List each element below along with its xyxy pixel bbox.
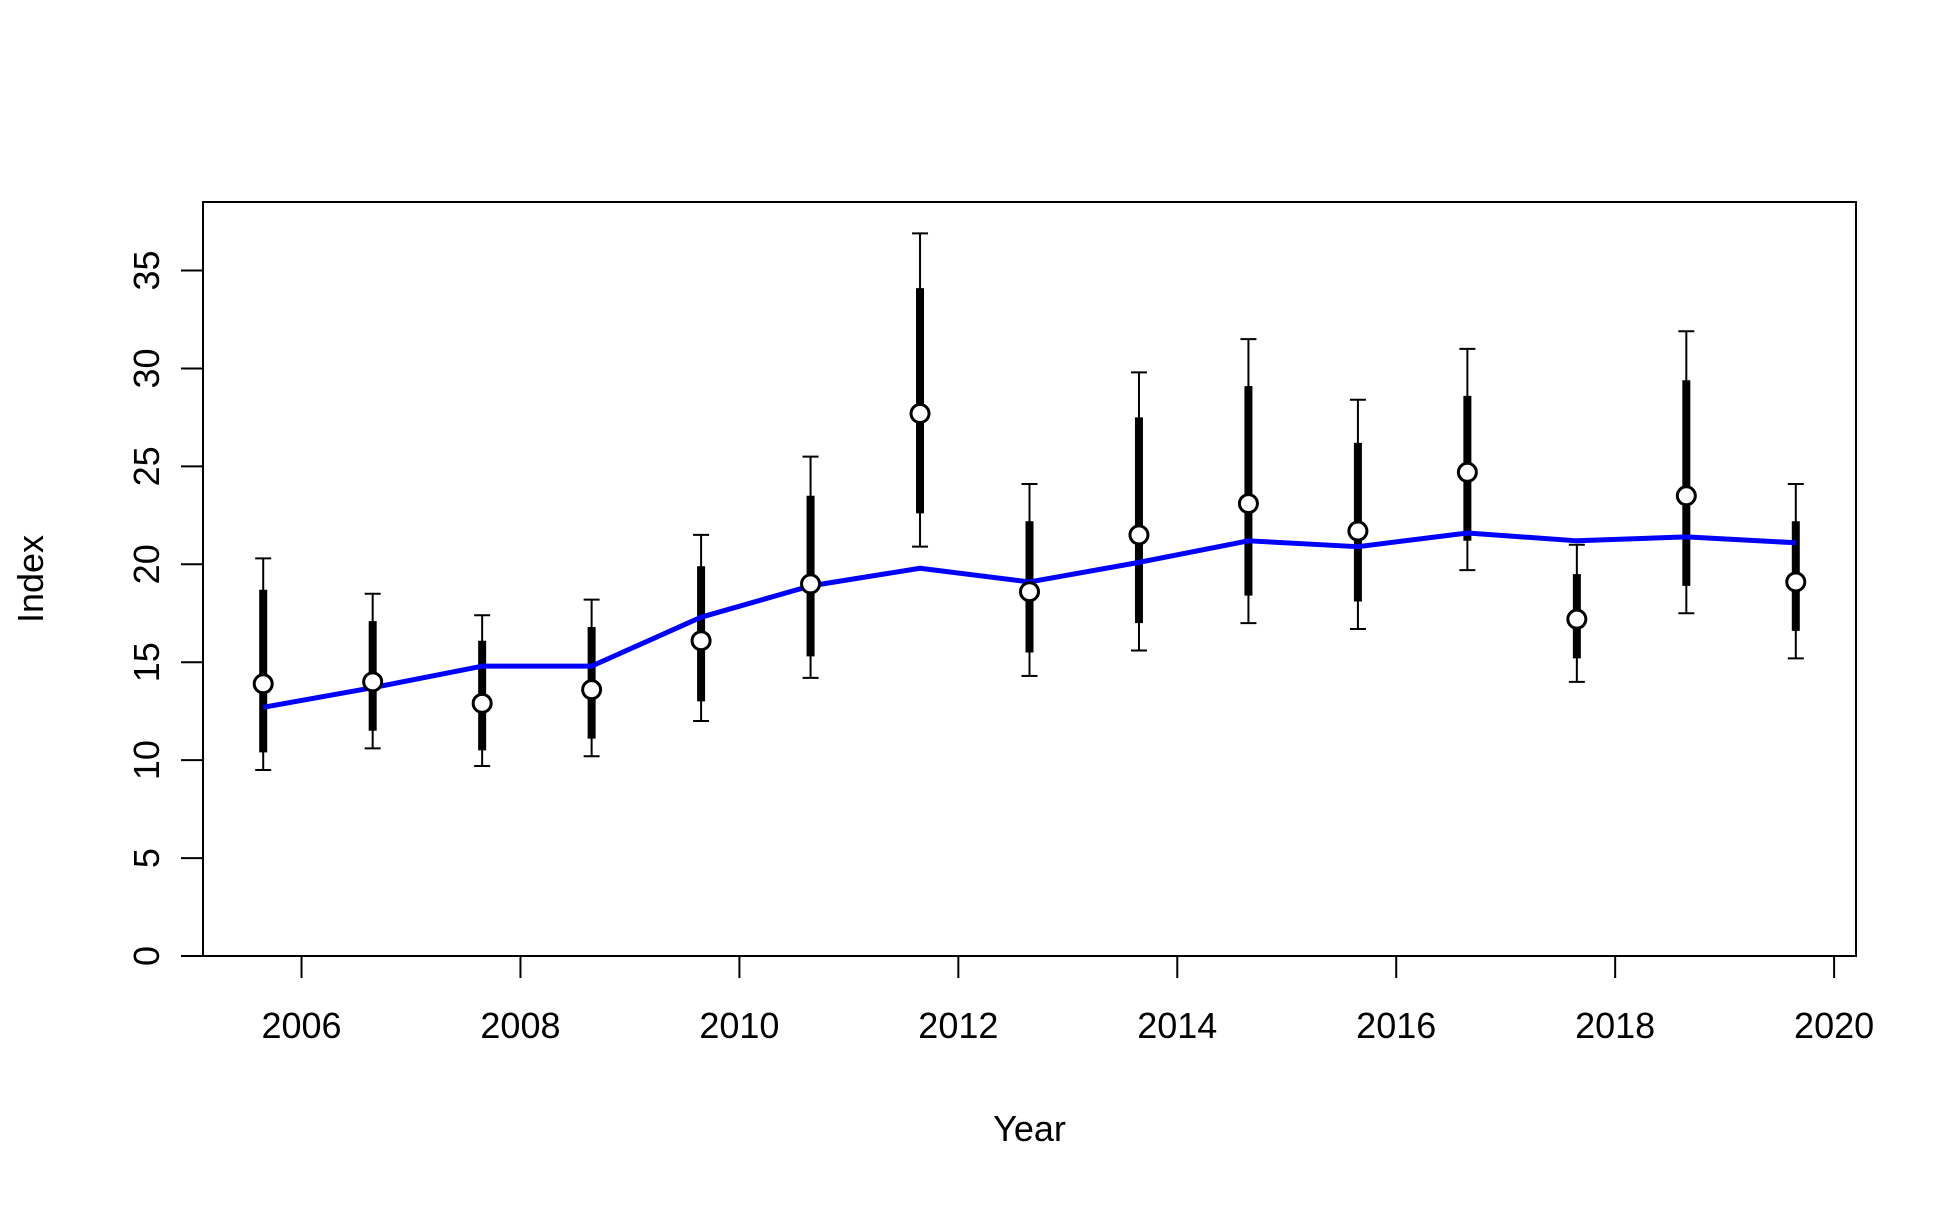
x-tick-label: 2016 <box>1356 1005 1436 1046</box>
x-axis: 2006 2008 2010 2012 2014 2016 2018 2020 <box>261 955 1874 1046</box>
y-tick-label: 30 <box>126 348 167 388</box>
x-tick-label: 2020 <box>1794 1005 1874 1046</box>
y-tick-label: 20 <box>126 544 167 584</box>
y-axis: 0 5 10 15 20 25 30 35 <box>126 251 204 966</box>
error-bars-group <box>255 232 1804 771</box>
x-tick-label: 2010 <box>699 1005 779 1046</box>
observed-point <box>1019 581 1040 603</box>
y-axis-label: Index <box>10 535 51 623</box>
observed-point <box>1237 493 1259 515</box>
observed-point <box>581 679 603 701</box>
y-tick-label: 15 <box>126 642 167 682</box>
observed-point <box>800 573 822 595</box>
observed-point <box>471 692 493 714</box>
x-axis-label: Year <box>993 1108 1066 1149</box>
observed-point <box>1347 520 1369 542</box>
observed-point <box>1128 524 1150 546</box>
observed-point <box>1456 461 1478 483</box>
y-tick-label: 5 <box>126 848 167 868</box>
observed-point <box>909 403 931 425</box>
observed-points-group <box>252 403 1807 714</box>
y-tick-label: 25 <box>126 446 167 486</box>
x-tick-label: 2014 <box>1137 1005 1217 1046</box>
observed-point <box>1785 571 1807 593</box>
observed-point <box>362 671 384 693</box>
y-tick-label: 10 <box>126 740 167 780</box>
observed-point <box>690 630 712 652</box>
observed-point <box>252 673 274 695</box>
x-tick-label: 2018 <box>1575 1005 1655 1046</box>
x-tick-label: 2008 <box>480 1005 560 1046</box>
y-tick-label: 0 <box>126 946 167 966</box>
observed-point <box>1566 608 1588 630</box>
x-tick-label: 2012 <box>918 1005 998 1046</box>
x-tick-label: 2006 <box>261 1005 341 1046</box>
y-tick-label: 35 <box>126 251 167 291</box>
observed-point <box>1675 485 1697 507</box>
